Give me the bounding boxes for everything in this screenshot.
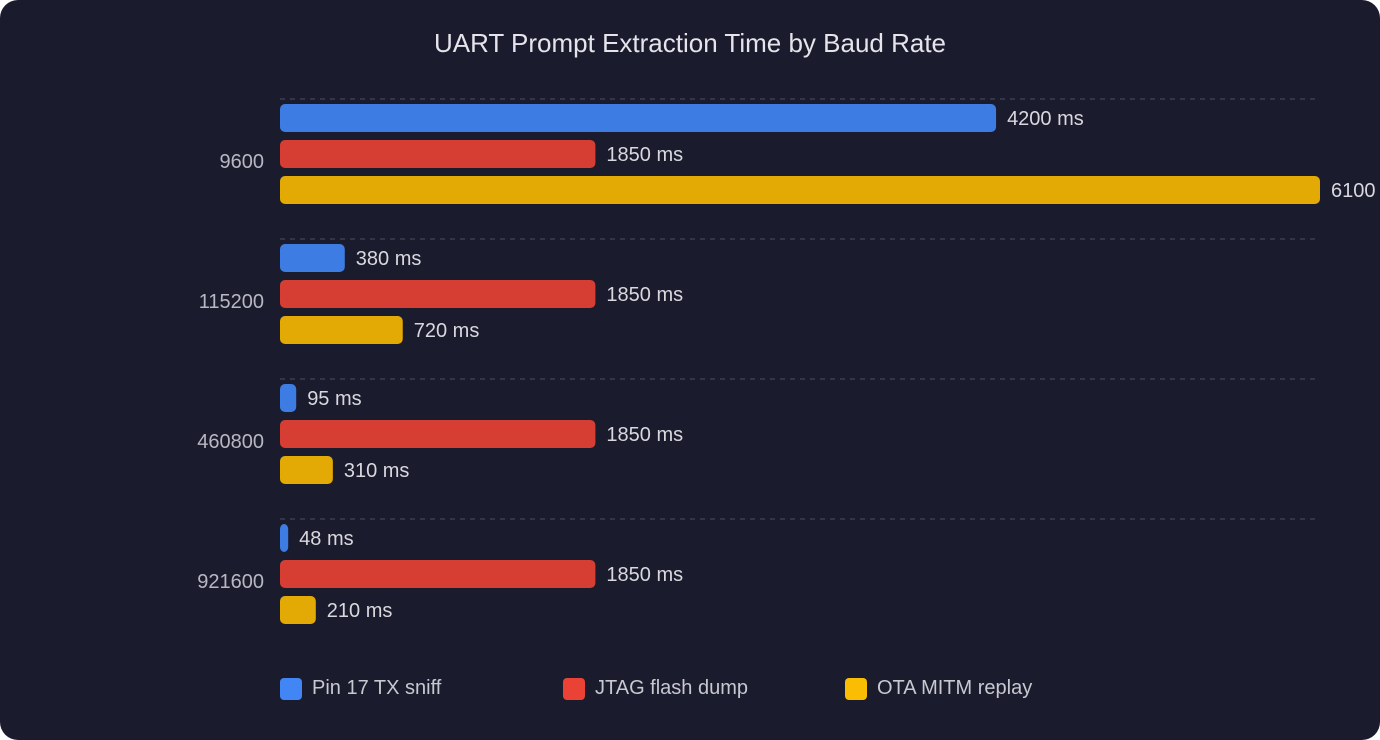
data-label: 95 ms bbox=[307, 388, 361, 410]
bar bbox=[280, 596, 316, 624]
data-label: 48 ms bbox=[299, 528, 353, 550]
category-label: 9600 bbox=[220, 151, 265, 173]
bar bbox=[280, 560, 596, 588]
legend-label: Pin 17 TX sniff bbox=[312, 677, 442, 699]
data-label: 1850 ms bbox=[606, 564, 683, 586]
bar bbox=[280, 104, 997, 132]
bar bbox=[280, 280, 596, 308]
bar bbox=[280, 316, 403, 344]
legend-swatch bbox=[563, 677, 585, 700]
data-label: 1850 ms bbox=[606, 424, 683, 446]
data-label: 310 ms bbox=[344, 460, 410, 482]
category-label: 115200 bbox=[199, 291, 264, 313]
bar bbox=[280, 176, 1320, 204]
data-label: 720 ms bbox=[414, 320, 480, 342]
legend-item[interactable]: Pin 17 TX sniff bbox=[280, 677, 441, 700]
legend: Pin 17 TX sniff JTAG flash dump OTA MITM r… bbox=[280, 677, 1380, 703]
category-label: 921600 bbox=[197, 571, 264, 593]
data-label: 1850 ms bbox=[606, 144, 683, 166]
legend-label: JTAG flash dump bbox=[595, 677, 749, 699]
legend-swatch bbox=[280, 677, 302, 700]
legend-item[interactable]: JTAG flash dump bbox=[563, 677, 748, 700]
legend-label: OTA MITM replay bbox=[877, 677, 1033, 699]
bar bbox=[280, 384, 297, 412]
bar bbox=[280, 524, 289, 552]
legend-item[interactable]: OTA MITM replay bbox=[845, 677, 1032, 700]
category-label: 460800 bbox=[197, 431, 264, 453]
legend-swatch bbox=[845, 677, 867, 700]
data-label: 1850 ms bbox=[606, 284, 683, 306]
data-label: 210 ms bbox=[327, 600, 393, 622]
chart-title: UART Prompt Extraction Time by Baud Rate bbox=[433, 28, 947, 58]
data-label: 6100 ms bbox=[1331, 180, 1380, 202]
bar bbox=[280, 456, 333, 484]
data-label: 380 ms bbox=[356, 248, 422, 270]
bar bbox=[280, 420, 596, 448]
bar bbox=[280, 244, 345, 272]
data-label: 4200 ms bbox=[1007, 108, 1084, 130]
bar bbox=[280, 140, 596, 168]
